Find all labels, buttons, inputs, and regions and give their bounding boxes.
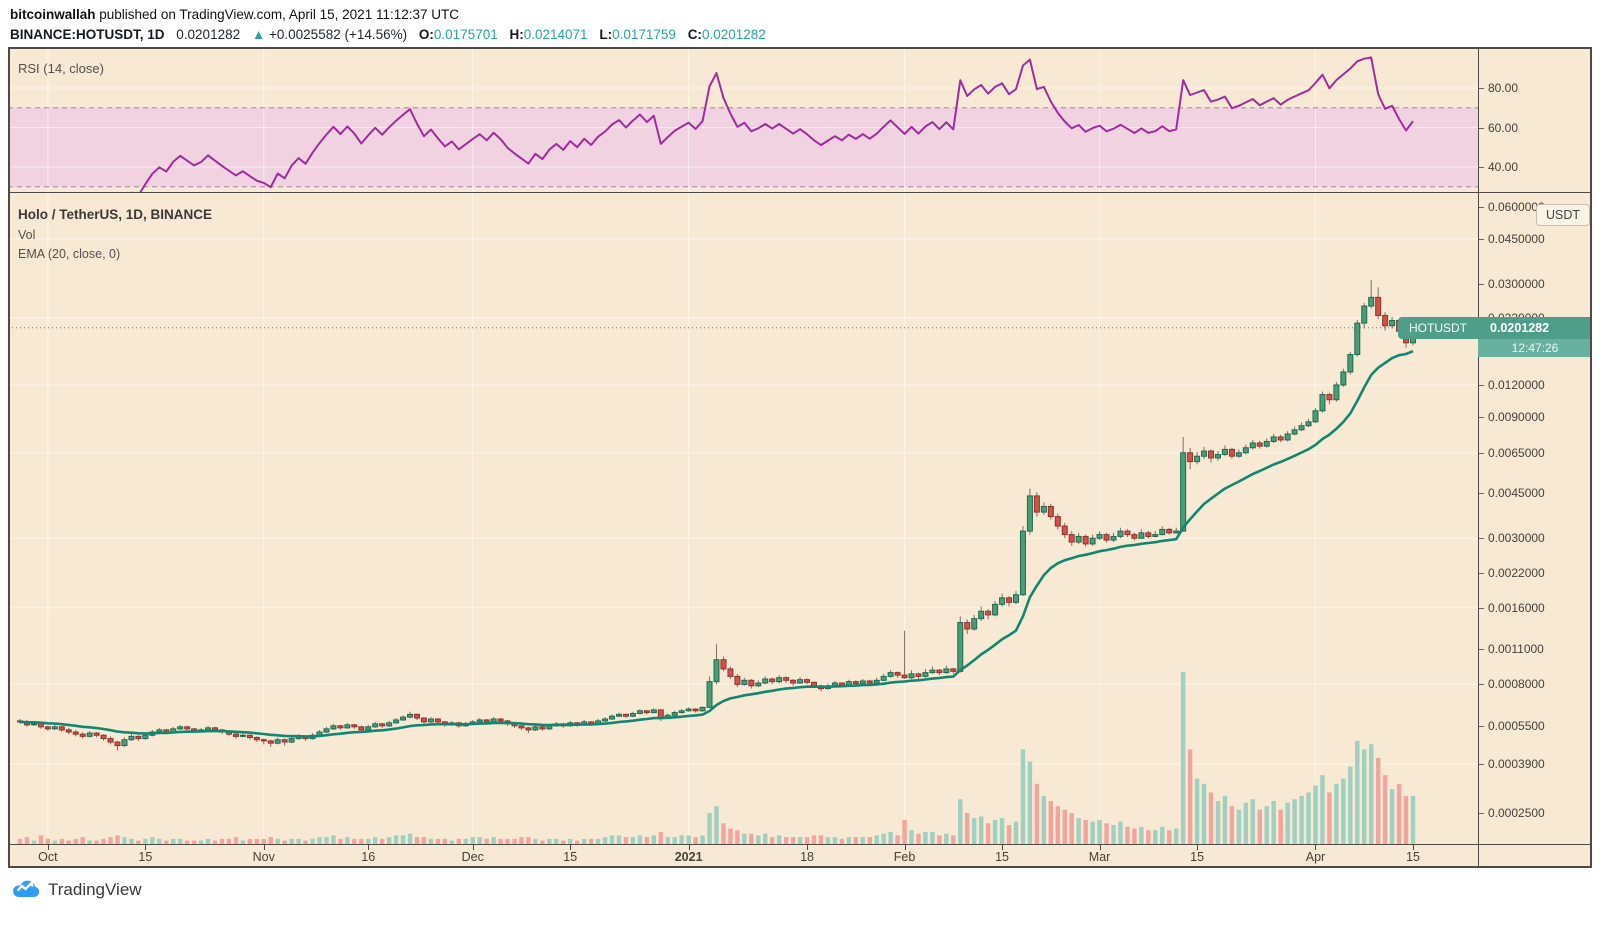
quote-line: BINANCE:HOTUSDT, 1D 0.0201282 ▲ +0.00255… [10,25,1590,44]
time-tick: 18 [800,850,814,864]
time-tick: 16 [361,850,376,864]
time-tick-mark [904,845,906,850]
time-tick: 15 [995,850,1010,864]
time-tick: 2021 [674,850,703,864]
price-tick: 0.0016000 [1478,600,1592,616]
time-tick-mark [368,845,370,850]
legend-ema[interactable]: EMA (20, close, 0) [18,247,121,261]
price-tick: 0.0008000 [1478,676,1592,692]
symbol-title: BINANCE:HOTUSDT, 1D [10,27,165,42]
price-tick: 0.0003900 [1478,756,1592,772]
pane-separator[interactable] [8,191,1592,193]
time-tick: Nov [252,850,275,864]
price-tick: 0.0022000 [1478,565,1592,581]
price-tick: 0.0065000 [1478,445,1592,461]
header: bitcoinwallah published on TradingView.c… [10,5,1590,44]
price-plot[interactable] [8,193,1478,845]
legend-symbol[interactable]: Holo / TetherUS, 1D, BINANCE [18,207,213,222]
time-tick: Dec [461,850,484,864]
change-arrow-icon: ▲ [251,27,266,42]
last-price: 0.0201282 [176,27,241,42]
tradingview-logo-icon[interactable] [10,876,42,902]
time-tick-mark [263,845,265,850]
change-value: +0.0025582 (+14.56%) [269,27,408,42]
high-value: 0.0214071 [523,27,588,42]
price-tick: 0.0600000 [1478,199,1592,215]
time-tick-mark [1197,845,1199,850]
rsi-legend[interactable]: RSI (14, close) [18,61,104,76]
rsi-tick: 80.00 [1478,80,1592,96]
time-tick-mark [1002,845,1004,850]
time-tick: 15 [1406,850,1420,864]
price-axis-separator [1478,47,1479,868]
close-label: C: [687,27,702,42]
symbol-price-tag: HOTUSDT [1398,316,1478,339]
price-tick: 0.0120000 [1478,377,1592,393]
price-tick: 0.0450000 [1478,231,1592,247]
time-tick-mark [472,845,474,850]
price-tick: 0.0011000 [1478,641,1592,657]
legend-volume[interactable]: Vol [18,228,36,242]
price-tick: 0.0090000 [1478,409,1592,425]
time-tick: Apr [1305,850,1326,864]
rsi-tick: 40.00 [1478,159,1592,175]
price-tick: 0.0005500 [1478,718,1592,734]
time-tick-mark [47,845,49,850]
time-tick-mark [807,845,809,850]
byline: bitcoinwallah published on TradingView.c… [10,5,1590,24]
currency-toggle-button[interactable]: USDT [1536,204,1590,226]
low-label: L: [599,27,613,42]
time-tick-mark [570,845,572,850]
time-tick: Feb [893,850,916,864]
price-tick: 0.0030000 [1478,530,1592,546]
low-value: 0.0171759 [612,27,676,42]
brand-text[interactable]: TradingView [48,880,142,899]
open-value: 0.0175701 [433,27,498,42]
byline-text: published on TradingView.com, April 15, … [95,7,459,22]
time-tick-mark [1099,845,1101,850]
rsi-tick: 60.00 [1478,120,1592,136]
close-value: 0.0201282 [701,27,766,42]
rsi-plot[interactable] [8,47,1478,193]
time-tick: 15 [138,850,153,864]
last-price-badge: 0.0201282 [1478,316,1592,339]
time-tick-mark [145,845,147,850]
open-label: O: [418,27,434,42]
time-tick-mark [1315,845,1317,850]
time-tick-mark [1413,845,1414,850]
bar-countdown: 12:47:26 [1478,338,1592,357]
price-tick: 0.0002500 [1478,805,1592,821]
time-tick-mark [688,845,690,850]
time-axis-separator [8,843,1592,845]
time-tick: Oct [38,850,58,864]
price-tick: 0.0045000 [1478,485,1592,501]
price-tick: 0.0300000 [1478,276,1592,292]
time-tick: Mar [1088,850,1111,864]
chart-container: RSI (14, close) Holo / TetherUS, 1D, BIN… [8,47,1592,868]
high-label: H: [509,27,524,42]
time-tick: 15 [1190,850,1205,864]
time-tick: 15 [563,850,578,864]
author-name: bitcoinwallah [10,7,96,22]
